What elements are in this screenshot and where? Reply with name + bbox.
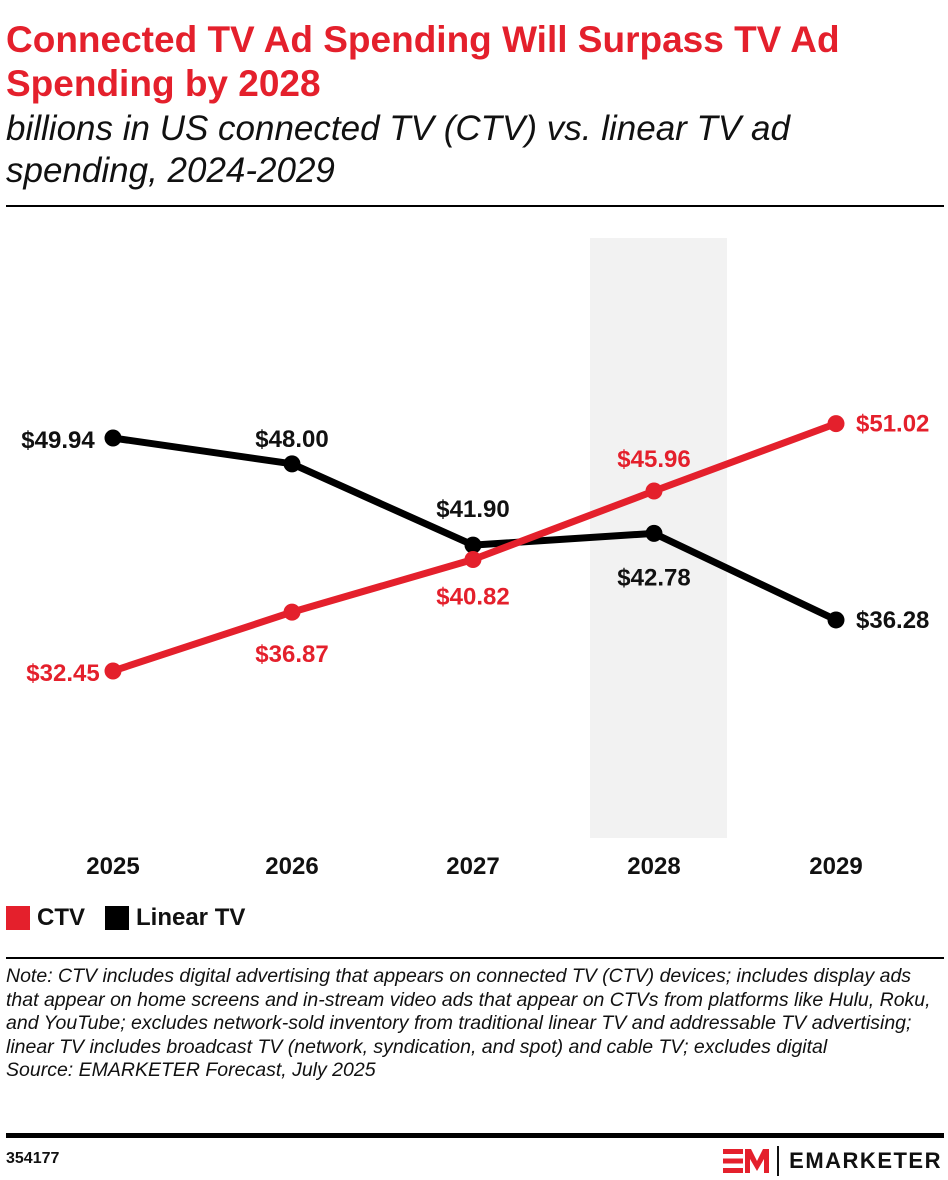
logo-divider [777, 1146, 780, 1176]
note-divider [6, 957, 944, 959]
data-point [283, 603, 301, 621]
data-label: $32.45 [26, 660, 99, 687]
footer-divider [6, 1133, 944, 1138]
legend-swatch-ctv [6, 906, 30, 930]
data-label: $51.02 [856, 411, 929, 438]
x-tick-label: 2026 [265, 853, 318, 880]
data-label: $45.96 [617, 446, 690, 473]
x-tick-label: 2025 [86, 853, 139, 880]
data-point [645, 482, 663, 500]
data-label: $36.28 [856, 607, 929, 634]
note-text: Note: CTV includes digital advertising t… [6, 965, 931, 1058]
data-point [104, 429, 122, 447]
data-label: $42.78 [617, 564, 690, 591]
line-chart: 2025 2026 2027 2028 2029 $49.94 $48.00 $41.90 $4… [21, 238, 929, 880]
data-label: $40.82 [436, 583, 509, 610]
data-label: $49.94 [21, 427, 95, 454]
legend: CTV Linear TV [6, 904, 245, 932]
data-label: $36.87 [255, 641, 328, 668]
legend-swatch-linear-tv [105, 906, 129, 930]
x-tick-label: 2027 [446, 853, 499, 880]
data-point [645, 524, 663, 542]
legend-label-linear-tv: Linear TV [136, 904, 246, 931]
data-point [283, 455, 301, 473]
chart-title: Connected TV Ad Spending Will Surpass TV… [6, 19, 840, 104]
data-label: $41.90 [436, 496, 509, 523]
x-tick-label: 2028 [627, 853, 680, 880]
data-point [464, 550, 482, 568]
data-point [827, 611, 845, 629]
em-logo-icon [723, 1149, 770, 1173]
data-point [464, 536, 482, 554]
chart-subtitle: billions in US connected TV (CTV) vs. li… [6, 109, 790, 190]
legend-label-ctv: CTV [37, 904, 85, 931]
header-divider [6, 205, 944, 207]
brand-name: EMARKETER [789, 1148, 942, 1173]
data-point [104, 662, 122, 680]
chart-id: 354177 [6, 1150, 60, 1167]
source-text: Source: EMARKETER Forecast, July 2025 [6, 1059, 376, 1081]
x-tick-label: 2029 [809, 853, 862, 880]
data-label: $48.00 [255, 426, 328, 453]
data-point [827, 415, 845, 433]
footnote: Note: CTV includes digital advertising t… [6, 965, 941, 1083]
emarketer-logo: EMARKETER [723, 1146, 942, 1176]
